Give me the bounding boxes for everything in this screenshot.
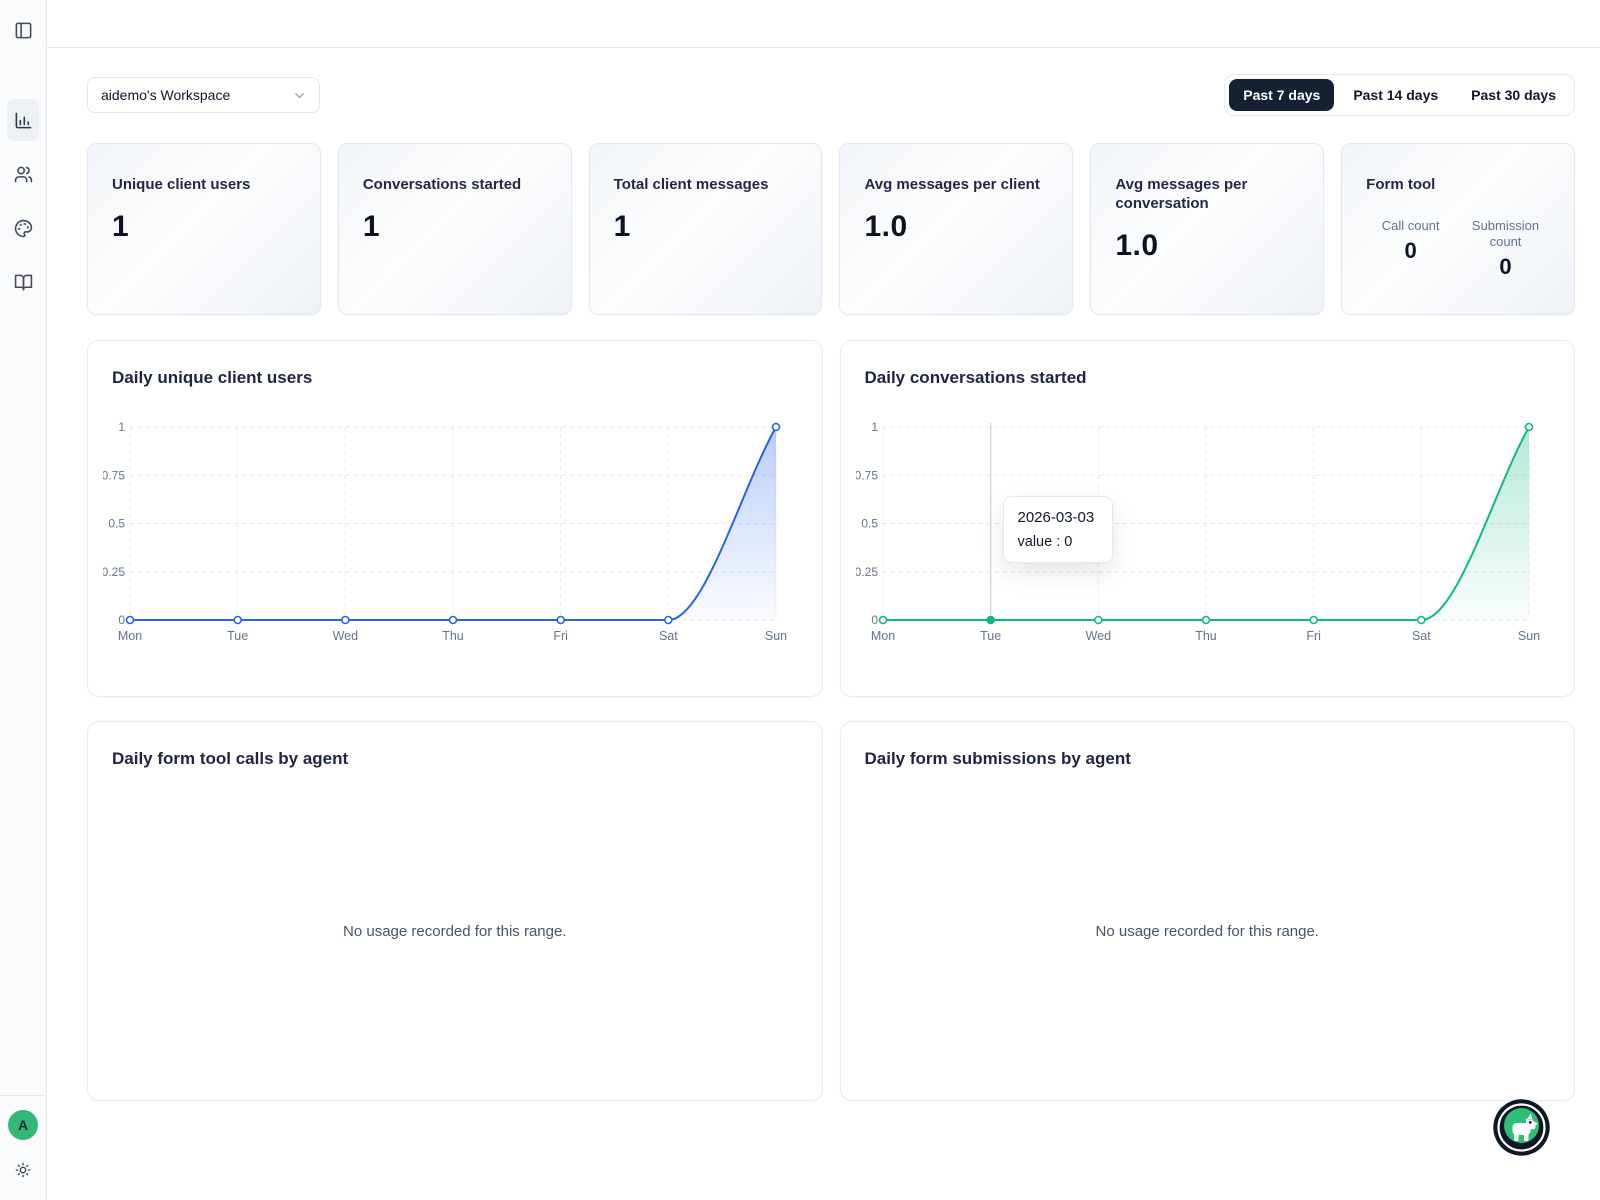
sun-icon: [15, 1162, 31, 1178]
panel-left-icon: [14, 21, 33, 40]
line-chart-daily-unique-client-users[interactable]: 0 0.25 0.5 0.75 1 Mon Tue Wed Thu Fri Sat Sun: [102, 407, 798, 654]
svg-text:Wed: Wed: [1085, 629, 1111, 643]
sidebar-item-docs[interactable]: [7, 261, 39, 303]
sidebar-footer: A: [0, 1095, 46, 1200]
users-icon: [14, 165, 33, 184]
stat-value: 1: [613, 210, 631, 243]
chart-title: Daily conversations started: [864, 368, 1087, 387]
svg-text:0.25: 0.25: [856, 565, 878, 579]
stat-card-avg-messages-per-conversation: Avg messages per conversation 1.0: [1090, 143, 1325, 315]
tab-past-30-days[interactable]: Past 30 days: [1457, 79, 1570, 111]
svg-text:0.5: 0.5: [108, 517, 125, 531]
charts-row: Daily unique client users 0 0.25 0.5 0.75 1 M…: [87, 340, 1575, 697]
svg-text:Fri: Fri: [553, 629, 568, 643]
bar-chart-icon: [14, 111, 33, 130]
svg-text:Tue: Tue: [980, 629, 1001, 643]
chart-title: Daily form submissions by agent: [864, 749, 1131, 768]
svg-text:Mon: Mon: [118, 629, 142, 643]
svg-text:Sat: Sat: [1411, 629, 1430, 643]
chevron-down-icon: [292, 88, 307, 103]
svg-text:Mon: Mon: [870, 629, 894, 643]
sidebar-item-analytics[interactable]: [7, 99, 39, 141]
svg-text:0: 0: [871, 613, 878, 627]
svg-text:0.75: 0.75: [856, 468, 878, 482]
svg-text:Sun: Sun: [1517, 629, 1539, 643]
chart-tooltip: 2026-03-03 value : 0: [1002, 496, 1113, 563]
empty-state: No usage recorded for this range.: [865, 781, 1551, 1081]
metric-label: Call count: [1381, 218, 1440, 233]
chart-card-daily-conversations-started: Daily conversations started 0 0.25 0.5 0.75…: [839, 340, 1575, 697]
chart-card-daily-unique-client-users: Daily unique client users 0 0.25 0.5 0.75 1 M…: [87, 340, 823, 697]
workspace-selector-value: aidemo's Workspace: [101, 87, 231, 103]
form-tool-submission-count: Submission count 0: [1461, 218, 1550, 280]
stats-row: Unique client users 1 Conversations star…: [87, 143, 1575, 315]
chart-card-daily-form-submissions: Daily form submissions by agent No usage…: [839, 721, 1575, 1101]
svg-text:Thu: Thu: [1195, 629, 1217, 643]
stat-title: Total client messages: [613, 176, 769, 193]
rhino-logo-icon: [1493, 1099, 1550, 1156]
tab-past-7-days[interactable]: Past 7 days: [1229, 79, 1335, 111]
chart-card-daily-form-tool-calls: Daily form tool calls by agent No usage …: [87, 721, 823, 1101]
form-tool-call-count: Call count 0: [1366, 218, 1455, 280]
line-chart-daily-conversations-started[interactable]: 0 0.25 0.5 0.75 1 Mon Tue Wed Thu Fri Sat Sun: [854, 407, 1551, 654]
book-open-icon: [14, 273, 33, 292]
chart-title: Daily form tool calls by agent: [112, 749, 349, 768]
stat-title: Avg messages per client: [864, 176, 1040, 193]
stat-value: 1.0: [1115, 229, 1159, 262]
palette-icon: [14, 219, 33, 238]
sidebar-toggle-button[interactable]: [6, 13, 40, 47]
stat-card-conversations-started: Conversations started 1: [337, 143, 572, 315]
stat-value: 1: [112, 210, 130, 243]
stat-title: Unique client users: [112, 176, 251, 193]
svg-text:0.25: 0.25: [103, 565, 125, 579]
stat-card-unique-client-users: Unique client users 1: [87, 143, 321, 315]
tooltip-value: value : 0: [1017, 534, 1073, 550]
svg-text:0: 0: [118, 613, 125, 627]
metric-value: 0: [1404, 238, 1417, 263]
stat-title: Avg messages per conversation: [1115, 176, 1248, 212]
avatar[interactable]: A: [8, 1110, 38, 1140]
stat-title: Form tool: [1366, 176, 1436, 193]
content: aidemo's Workspace Past 7 days Past 14 d…: [47, 48, 1600, 1101]
form-tool-metrics: Call count 0 Submission count 0: [1366, 218, 1550, 280]
svg-text:Sun: Sun: [765, 629, 787, 643]
svg-text:1: 1: [871, 420, 878, 434]
topbar: [47, 0, 1600, 48]
svg-text:Thu: Thu: [442, 629, 464, 643]
assistant-launcher-button[interactable]: [1493, 1099, 1550, 1156]
svg-text:0.75: 0.75: [103, 468, 125, 482]
sidebar: A: [0, 0, 47, 1200]
svg-text:Wed: Wed: [333, 629, 359, 643]
sidebar-nav: [7, 99, 39, 303]
stat-card-avg-messages-per-client: Avg messages per client 1.0: [839, 143, 1074, 315]
stat-value: 1: [362, 210, 381, 243]
bottom-row: Daily form tool calls by agent No usage …: [87, 721, 1575, 1101]
metric-value: 0: [1499, 254, 1512, 279]
empty-message: No usage recorded for this range.: [1095, 922, 1319, 940]
tooltip-date: 2026-03-03: [1017, 509, 1095, 526]
svg-text:Fri: Fri: [1306, 629, 1321, 643]
theme-toggle-button[interactable]: [9, 1156, 37, 1184]
date-range-tabs: Past 7 days Past 14 days Past 30 days: [1224, 74, 1575, 116]
metric-label: Submission count: [1471, 218, 1540, 249]
empty-message: No usage recorded for this range.: [343, 922, 567, 940]
stat-value: 1.0: [864, 210, 908, 243]
svg-text:Tue: Tue: [227, 629, 248, 643]
sidebar-item-appearance[interactable]: [7, 207, 39, 249]
workspace-selector[interactable]: aidemo's Workspace: [87, 77, 320, 113]
svg-text:0.5: 0.5: [861, 517, 878, 531]
chart-title: Daily unique client users: [112, 368, 313, 387]
header-row: aidemo's Workspace Past 7 days Past 14 d…: [87, 74, 1575, 116]
svg-text:1: 1: [118, 420, 125, 434]
empty-state: No usage recorded for this range.: [112, 781, 798, 1081]
tab-past-14-days[interactable]: Past 14 days: [1339, 79, 1452, 111]
stat-title: Conversations started: [362, 176, 522, 193]
stat-card-form-tool: Form tool Call count 0 Submission count …: [1341, 143, 1575, 315]
main-area: aidemo's Workspace Past 7 days Past 14 d…: [47, 0, 1600, 1200]
stat-card-total-client-messages: Total client messages 1: [588, 143, 823, 315]
sidebar-item-clients[interactable]: [7, 153, 39, 195]
svg-text:Sat: Sat: [659, 629, 678, 643]
